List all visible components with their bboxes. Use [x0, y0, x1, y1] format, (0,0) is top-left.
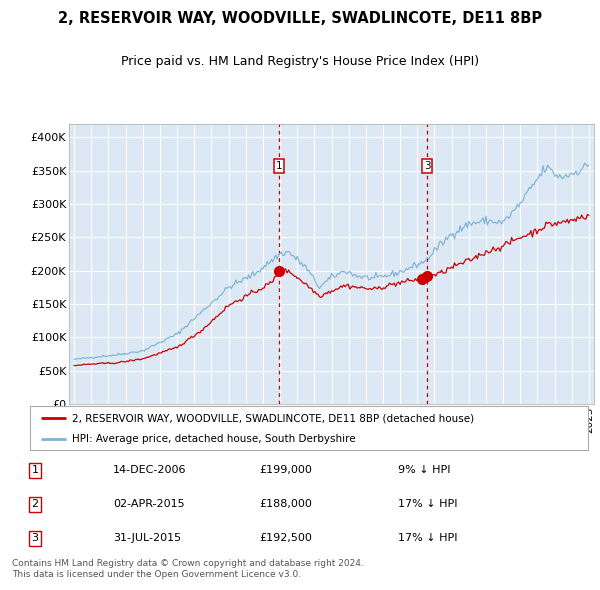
- Text: 2, RESERVOIR WAY, WOODVILLE, SWADLINCOTE, DE11 8BP: 2, RESERVOIR WAY, WOODVILLE, SWADLINCOTE…: [58, 11, 542, 27]
- Text: 3: 3: [424, 161, 431, 171]
- Text: 1: 1: [32, 466, 38, 476]
- Text: HPI: Average price, detached house, South Derbyshire: HPI: Average price, detached house, Sout…: [72, 434, 355, 444]
- Text: 31-JUL-2015: 31-JUL-2015: [113, 533, 181, 543]
- Text: 14-DEC-2006: 14-DEC-2006: [113, 466, 187, 476]
- Text: 3: 3: [32, 533, 38, 543]
- Text: £192,500: £192,500: [260, 533, 313, 543]
- Text: 2, RESERVOIR WAY, WOODVILLE, SWADLINCOTE, DE11 8BP (detached house): 2, RESERVOIR WAY, WOODVILLE, SWADLINCOTE…: [72, 414, 474, 423]
- Text: 1: 1: [276, 161, 283, 171]
- Text: 9% ↓ HPI: 9% ↓ HPI: [398, 466, 451, 476]
- Text: £199,000: £199,000: [260, 466, 313, 476]
- Text: Price paid vs. HM Land Registry's House Price Index (HPI): Price paid vs. HM Land Registry's House …: [121, 55, 479, 68]
- Text: 17% ↓ HPI: 17% ↓ HPI: [398, 533, 457, 543]
- Text: £188,000: £188,000: [260, 500, 313, 509]
- Text: 2: 2: [31, 500, 38, 509]
- Text: Contains HM Land Registry data © Crown copyright and database right 2024.
This d: Contains HM Land Registry data © Crown c…: [12, 559, 364, 579]
- Text: 02-APR-2015: 02-APR-2015: [113, 500, 184, 509]
- Text: 17% ↓ HPI: 17% ↓ HPI: [398, 500, 457, 509]
